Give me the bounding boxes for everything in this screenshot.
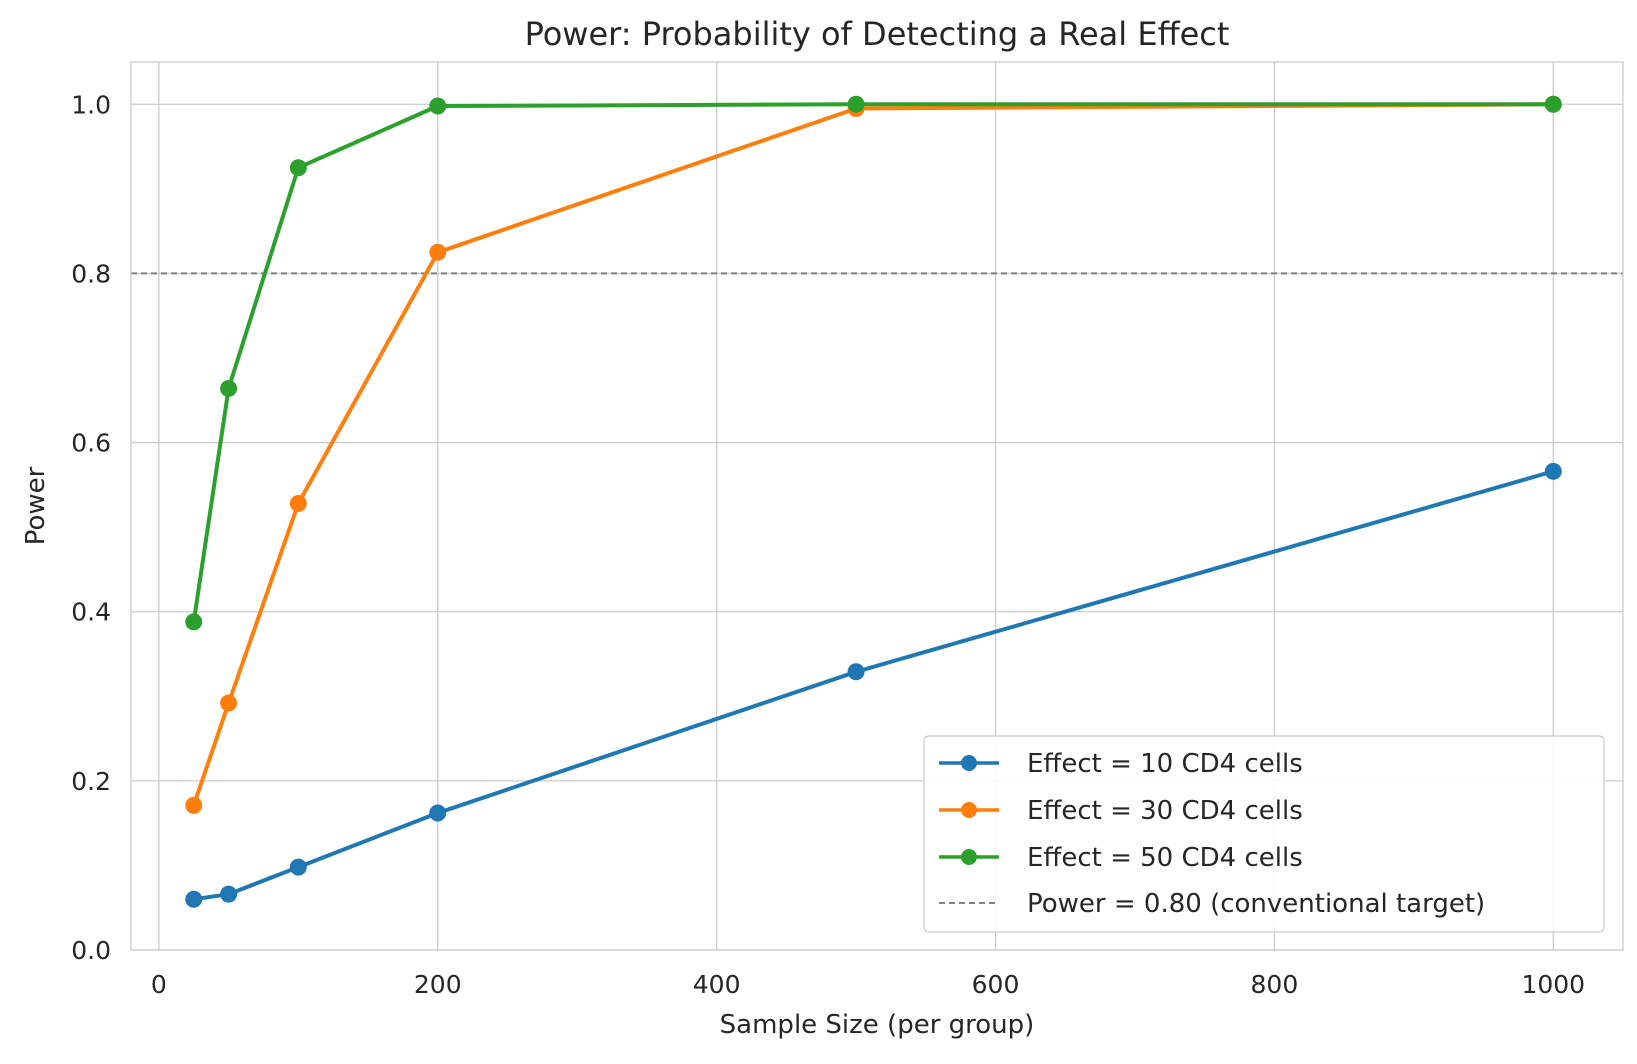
series-group-0 bbox=[185, 462, 1562, 908]
data-point bbox=[429, 243, 447, 261]
data-point bbox=[847, 663, 865, 681]
data-point bbox=[289, 494, 307, 512]
legend-marker-effect-30 bbox=[961, 802, 977, 818]
legend-label-effect-10: Effect = 10 CD4 cells bbox=[1027, 749, 1303, 779]
data-point bbox=[220, 379, 238, 397]
y-axis-label: Power bbox=[21, 466, 51, 545]
data-point bbox=[220, 885, 238, 903]
x-tick-label: 1000 bbox=[1521, 970, 1585, 999]
data-point bbox=[429, 804, 447, 822]
data-point bbox=[289, 159, 307, 177]
x-axis-label: Sample Size (per group) bbox=[720, 1010, 1035, 1040]
y-tick-label: 0.0 bbox=[71, 936, 111, 965]
tick-labels: 0 200 400 600 800 1000 0.0 0.2 0.4 0.6 0.8 1.0 bbox=[71, 90, 1585, 999]
data-point bbox=[185, 613, 203, 631]
plot-frame bbox=[130, 61, 1624, 951]
legend-label-effect-50: Effect = 50 CD4 cells bbox=[1027, 843, 1303, 873]
series-group-1 bbox=[185, 95, 1562, 814]
x-tick-label: 800 bbox=[1251, 970, 1299, 999]
y-tick-label: 0.6 bbox=[71, 429, 111, 458]
data-point bbox=[429, 97, 447, 115]
legend-label-effect-30: Effect = 30 CD4 cells bbox=[1027, 796, 1303, 826]
legend: Effect = 10 CD4 cells Effect = 30 CD4 ce… bbox=[923, 735, 1605, 933]
series-layer bbox=[185, 95, 1562, 908]
chart-title: Power: Probability of Detecting a Real E… bbox=[525, 15, 1230, 53]
data-point bbox=[185, 796, 203, 814]
x-tick-label: 200 bbox=[414, 970, 462, 999]
legend-marker-effect-10 bbox=[961, 755, 977, 771]
legend-marker-effect-50 bbox=[961, 849, 977, 865]
y-tick-label: 1.0 bbox=[71, 90, 111, 119]
y-tick-label: 0.8 bbox=[71, 259, 111, 288]
x-tick-label: 400 bbox=[693, 970, 741, 999]
x-tick-label: 600 bbox=[972, 970, 1020, 999]
legend-box bbox=[923, 735, 1605, 933]
data-point bbox=[220, 694, 238, 712]
series-line-2 bbox=[191, 102, 1556, 624]
x-tick-label: 0 bbox=[151, 970, 167, 999]
series-group-2 bbox=[185, 95, 1562, 631]
data-point bbox=[289, 858, 307, 876]
data-point bbox=[185, 890, 203, 908]
y-tick-label: 0.2 bbox=[71, 767, 111, 796]
data-point bbox=[1544, 462, 1562, 480]
series-line-1 bbox=[191, 102, 1556, 808]
legend-label-reference: Power = 0.80 (conventional target) bbox=[1027, 889, 1485, 919]
data-point bbox=[1544, 95, 1562, 113]
data-point bbox=[847, 95, 865, 113]
y-tick-label: 0.4 bbox=[71, 598, 111, 627]
